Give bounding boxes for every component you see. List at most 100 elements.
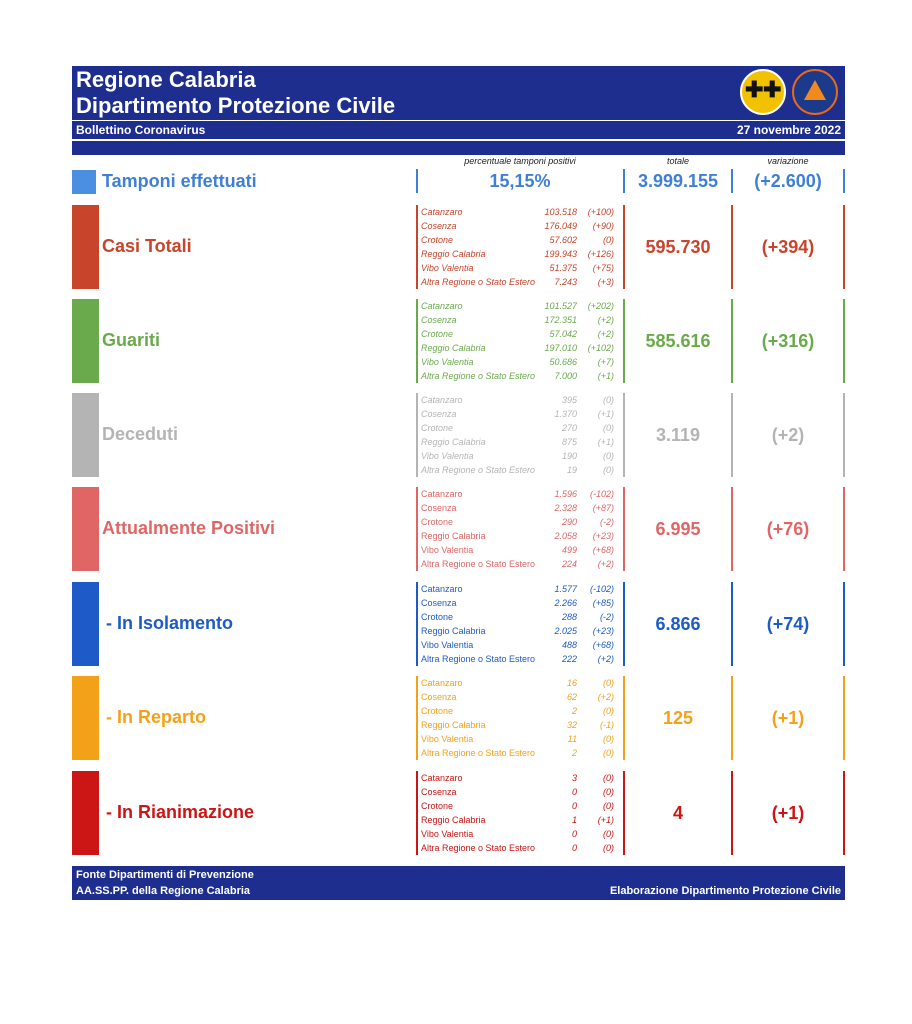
province-delta: (-2)	[600, 517, 614, 527]
province-name: Catanzaro	[421, 584, 463, 594]
province-delta: (+2)	[597, 329, 614, 339]
divider	[843, 582, 845, 666]
province-value: 7.000	[554, 371, 577, 381]
province-name: Crotone	[421, 517, 454, 527]
category-total: 4	[672, 803, 683, 823]
province-value: 0	[571, 787, 577, 797]
divider	[623, 582, 625, 666]
province-name: Vibo Valentia	[421, 829, 474, 839]
province-delta: (0)	[603, 748, 614, 758]
province-row: Cosenza 1.370 (+1)	[418, 407, 622, 421]
province-value: 3	[571, 773, 577, 783]
province-name: Reggio Calabria	[421, 815, 486, 825]
province-row: Altra Regione o Stato Estero 7.243 (+3)	[418, 275, 622, 289]
province-row: Cosenza 172.351 (+2)	[418, 313, 622, 327]
category-total: 585.616	[645, 331, 711, 351]
divider	[731, 169, 733, 193]
province-value: 1.370	[554, 409, 577, 419]
tamponi-label: Tamponi effettuati	[102, 171, 257, 191]
province-delta: (0)	[603, 235, 614, 245]
footer-banner: Fonte Dipartimenti di Prevenzione AA.SS.…	[72, 866, 845, 900]
category-label: - In Rianimazione	[106, 802, 255, 822]
province-name: Altra Regione o Stato Estero	[421, 277, 536, 287]
category-color-bar	[72, 771, 99, 855]
category-variation: (+316)	[761, 331, 815, 351]
province-name: Catanzaro	[421, 301, 463, 311]
province-name: Reggio Calabria	[421, 626, 486, 636]
province-value: 1.596	[554, 489, 577, 499]
category-variation: (+76)	[766, 519, 810, 539]
province-breakdown: Catanzaro 3 (0) Cosenza 0 (0) Crotone 0 (0) Reggi…	[418, 771, 622, 855]
province-name: Cosenza	[421, 409, 457, 419]
province-row: Vibo Valentia 50.686 (+7)	[418, 355, 622, 369]
bulletin-date: 27 novembre 2022	[736, 123, 841, 137]
province-value: 19	[566, 465, 577, 475]
province-value: 7.243	[554, 277, 577, 287]
divider	[416, 582, 418, 666]
province-row: Altra Regione o Stato Estero 222 (+2)	[418, 652, 622, 666]
province-row: Altra Regione o Stato Estero 224 (+2)	[418, 557, 622, 571]
province-name: Reggio Calabria	[421, 437, 486, 447]
province-value: 2	[571, 706, 577, 716]
divider	[623, 205, 625, 289]
province-delta: (+23)	[592, 531, 614, 541]
province-value: 199.943	[544, 249, 577, 259]
province-row: Cosenza 2.266 (+85)	[418, 596, 622, 610]
credit-line: Elaborazione Dipartimento Protezione Civ…	[609, 885, 841, 897]
divider	[731, 676, 733, 760]
province-value: 875	[561, 437, 577, 447]
province-name: Vibo Valentia	[421, 451, 474, 461]
province-name: Crotone	[421, 706, 454, 716]
province-delta: (+1)	[597, 815, 614, 825]
divider	[843, 299, 845, 383]
province-delta: (0)	[603, 829, 614, 839]
province-row: Vibo Valentia 51.375 (+75)	[418, 261, 622, 275]
province-row: Vibo Valentia 499 (+68)	[418, 543, 622, 557]
province-delta: (-102)	[589, 489, 614, 499]
province-delta: (0)	[603, 465, 614, 475]
col-header-positivity: percentuale tamponi positivi	[464, 156, 576, 166]
province-name: Altra Regione o Stato Estero	[421, 843, 536, 853]
province-value: 224	[561, 559, 577, 569]
category-label: - In Reparto	[106, 707, 207, 727]
province-row: Crotone 57.042 (+2)	[418, 327, 622, 341]
province-delta: (0)	[603, 801, 614, 811]
province-value: 2.266	[554, 598, 577, 608]
category-variation: (+394)	[761, 237, 815, 257]
province-name: Crotone	[421, 423, 454, 433]
province-row: Vibo Valentia 488 (+68)	[418, 638, 622, 652]
province-breakdown: Catanzaro 1.577 (-102) Cosenza 2.266 (+85) Cro…	[418, 582, 622, 666]
province-name: Cosenza	[421, 787, 457, 797]
province-row: Cosenza 2.328 (+87)	[418, 501, 622, 515]
province-delta: (+100)	[587, 207, 614, 217]
province-breakdown: Catanzaro 1.596 (-102) Cosenza 2.328 (+87) Cro…	[418, 487, 622, 571]
province-delta: (+202)	[587, 301, 614, 311]
province-row: Crotone 57.602 (0)	[418, 233, 622, 247]
province-value: 0	[571, 843, 577, 853]
divider	[843, 487, 845, 571]
divider	[623, 487, 625, 571]
province-row: Reggio Calabria 1 (+1)	[418, 813, 622, 827]
province-delta: (0)	[603, 734, 614, 744]
province-name: Vibo Valentia	[421, 734, 474, 744]
region-coat-of-arms-icon: ✚ ✚	[740, 69, 786, 115]
divider	[416, 205, 418, 289]
divider	[623, 676, 625, 760]
province-value: 0	[571, 801, 577, 811]
divider	[843, 169, 845, 193]
province-value: 2	[571, 748, 577, 758]
province-delta: (0)	[603, 787, 614, 797]
province-delta: (-2)	[600, 612, 614, 622]
divider	[843, 771, 845, 855]
category-color-bar	[72, 582, 99, 666]
province-delta: (+1)	[597, 409, 614, 419]
province-name: Altra Regione o Stato Estero	[421, 559, 536, 569]
province-row: Vibo Valentia 190 (0)	[418, 449, 622, 463]
category-color-bar	[72, 299, 99, 383]
divider	[731, 393, 733, 477]
col-header-variation: variazione	[767, 156, 809, 166]
province-delta: (+85)	[592, 598, 614, 608]
province-name: Cosenza	[421, 503, 457, 513]
province-value: 2.025	[554, 626, 577, 636]
province-delta: (0)	[603, 843, 614, 853]
